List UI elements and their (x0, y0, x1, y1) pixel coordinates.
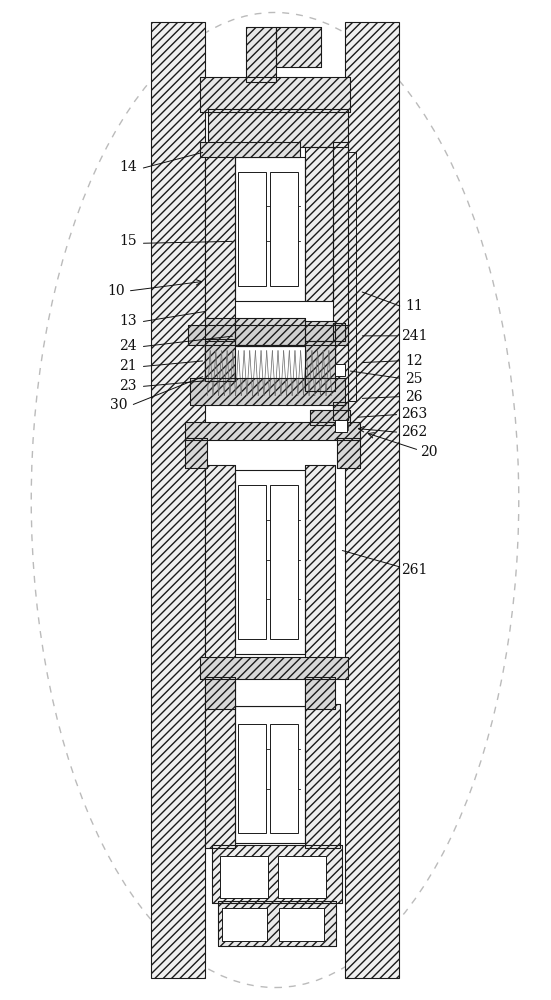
Bar (305, 147, 333, 301)
Bar (206, 677, 235, 709)
Bar (186, 422, 360, 440)
Bar (206, 147, 235, 321)
Bar (201, 77, 350, 112)
Bar (305, 341, 334, 391)
Bar (191, 378, 344, 405)
Bar (206, 677, 235, 709)
Bar (186, 438, 207, 468)
Text: 15: 15 (119, 234, 137, 248)
Bar (279, 908, 324, 941)
Bar (246, 27, 276, 82)
Text: 11: 11 (406, 299, 423, 313)
Text: 12: 12 (406, 354, 423, 368)
Bar (310, 410, 350, 425)
Bar (305, 465, 334, 659)
Bar (218, 901, 336, 946)
Bar (235, 677, 305, 706)
Bar (235, 318, 305, 345)
Bar (201, 77, 350, 112)
Bar (238, 724, 266, 833)
Bar (222, 908, 267, 941)
Bar (201, 657, 348, 679)
Bar (186, 422, 360, 440)
Bar (333, 402, 348, 420)
Bar (206, 339, 235, 381)
Bar (188, 325, 348, 345)
Bar (276, 27, 321, 67)
Text: 13: 13 (119, 314, 137, 328)
Bar (206, 318, 235, 341)
Text: 20: 20 (420, 445, 438, 459)
Bar (220, 856, 268, 898)
Bar (305, 677, 334, 709)
Text: 262: 262 (401, 425, 428, 439)
Bar (208, 109, 348, 147)
Bar (235, 318, 305, 345)
Bar (305, 321, 334, 341)
Bar (344, 22, 399, 978)
Text: 30: 30 (110, 398, 127, 412)
Bar (206, 465, 235, 659)
Bar (201, 657, 348, 679)
Bar (305, 704, 339, 848)
Bar (235, 470, 305, 654)
Text: 14: 14 (119, 160, 137, 174)
Text: 23: 23 (119, 379, 137, 393)
Bar (337, 438, 360, 468)
Text: 21: 21 (119, 359, 137, 373)
Bar (246, 27, 276, 82)
Bar (208, 109, 348, 147)
Bar (212, 845, 342, 903)
Bar (235, 157, 305, 301)
Bar (334, 420, 347, 432)
Text: 26: 26 (406, 390, 423, 404)
Bar (305, 147, 333, 301)
Text: 261: 261 (401, 563, 428, 577)
Bar (206, 704, 235, 848)
Bar (186, 438, 207, 468)
Bar (278, 856, 326, 898)
Bar (150, 22, 206, 978)
Bar (310, 410, 350, 425)
Bar (333, 402, 348, 420)
Bar (333, 323, 344, 341)
Bar (212, 845, 342, 903)
Bar (270, 485, 298, 639)
Bar (270, 172, 298, 286)
Bar (270, 724, 298, 833)
Bar (333, 323, 344, 341)
Bar (305, 704, 339, 848)
Bar (238, 172, 266, 286)
Bar (206, 339, 235, 381)
Bar (333, 142, 348, 410)
Bar (206, 346, 334, 401)
Bar (238, 485, 266, 639)
Bar (201, 142, 300, 157)
Text: 24: 24 (119, 339, 137, 353)
Bar (276, 27, 321, 67)
Bar (188, 325, 348, 345)
Bar (305, 677, 334, 709)
Bar (348, 152, 355, 401)
Bar (333, 142, 348, 410)
Text: 263: 263 (401, 407, 428, 421)
Text: 241: 241 (401, 329, 428, 343)
Bar (206, 318, 235, 341)
Bar (218, 901, 336, 946)
Bar (337, 438, 360, 468)
Bar (206, 704, 235, 848)
Bar (206, 147, 235, 321)
Bar (339, 422, 348, 430)
Bar (305, 341, 334, 391)
Bar (191, 378, 344, 405)
Bar (305, 465, 334, 659)
Bar (334, 364, 344, 376)
Bar (235, 706, 305, 843)
Text: 25: 25 (406, 372, 423, 386)
Bar (201, 142, 300, 157)
Text: 10: 10 (107, 284, 125, 298)
Bar (305, 321, 334, 341)
Bar (206, 465, 235, 659)
